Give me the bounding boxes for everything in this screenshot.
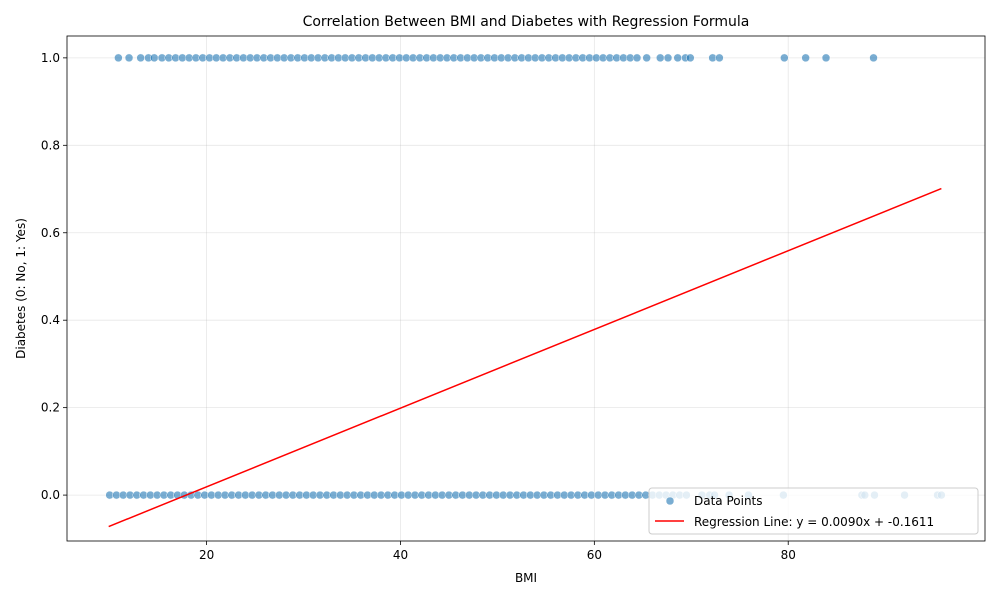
- legend-box: [648, 487, 979, 535]
- data-point: [715, 53, 724, 63]
- data-point: [114, 53, 123, 63]
- y-tick-label: 0.2: [41, 401, 60, 415]
- data-point: [136, 53, 145, 63]
- data-point: [869, 53, 878, 63]
- data-point: [642, 53, 651, 63]
- data-point: [149, 53, 159, 63]
- legend-label-regression-line: Regression Line: y = 0.0090x + -0.1611: [694, 515, 934, 529]
- data-point: [663, 53, 673, 63]
- legend-scatter-marker: [665, 496, 675, 506]
- plot-frame: [66, 35, 986, 542]
- x-tick-label: 60: [587, 548, 602, 562]
- x-tick-label: 80: [781, 548, 796, 562]
- chart-title: Correlation Between BMI and Diabetes wit…: [303, 14, 750, 30]
- y-tick-label: 0.6: [41, 226, 60, 240]
- data-points: [105, 53, 946, 500]
- data-point: [656, 53, 665, 63]
- y-axis-label: Diabetes (0: No, 1: Yes): [14, 218, 28, 359]
- x-axis-ticks: 20 40 60 80: [199, 541, 796, 562]
- x-tick-label: 40: [393, 548, 408, 562]
- x-axis-label: BMI: [515, 571, 537, 585]
- data-point: [821, 53, 831, 63]
- data-point: [801, 53, 810, 63]
- y-tick-label: 0.4: [41, 313, 60, 327]
- plot-area: [67, 36, 985, 541]
- data-point: [686, 53, 695, 63]
- legend-label-data-points: Data Points: [694, 494, 763, 508]
- data-point: [780, 53, 789, 63]
- x-tick-label: 20: [199, 548, 214, 562]
- y-tick-label: 0.8: [41, 138, 60, 152]
- regression-line: [108, 187, 942, 528]
- y-tick-label: 0.0: [41, 488, 60, 502]
- legend: Data Points Regression Line: y = 0.0090x…: [648, 487, 979, 535]
- regression-line-layer: [108, 187, 942, 528]
- data-point: [673, 53, 682, 63]
- y-tick-label: 1.0: [41, 51, 60, 65]
- data-point: [124, 53, 134, 63]
- y-axis-ticks: 0.0 0.2 0.4 0.6 0.8 1.0: [41, 51, 67, 502]
- data-point: [632, 53, 642, 63]
